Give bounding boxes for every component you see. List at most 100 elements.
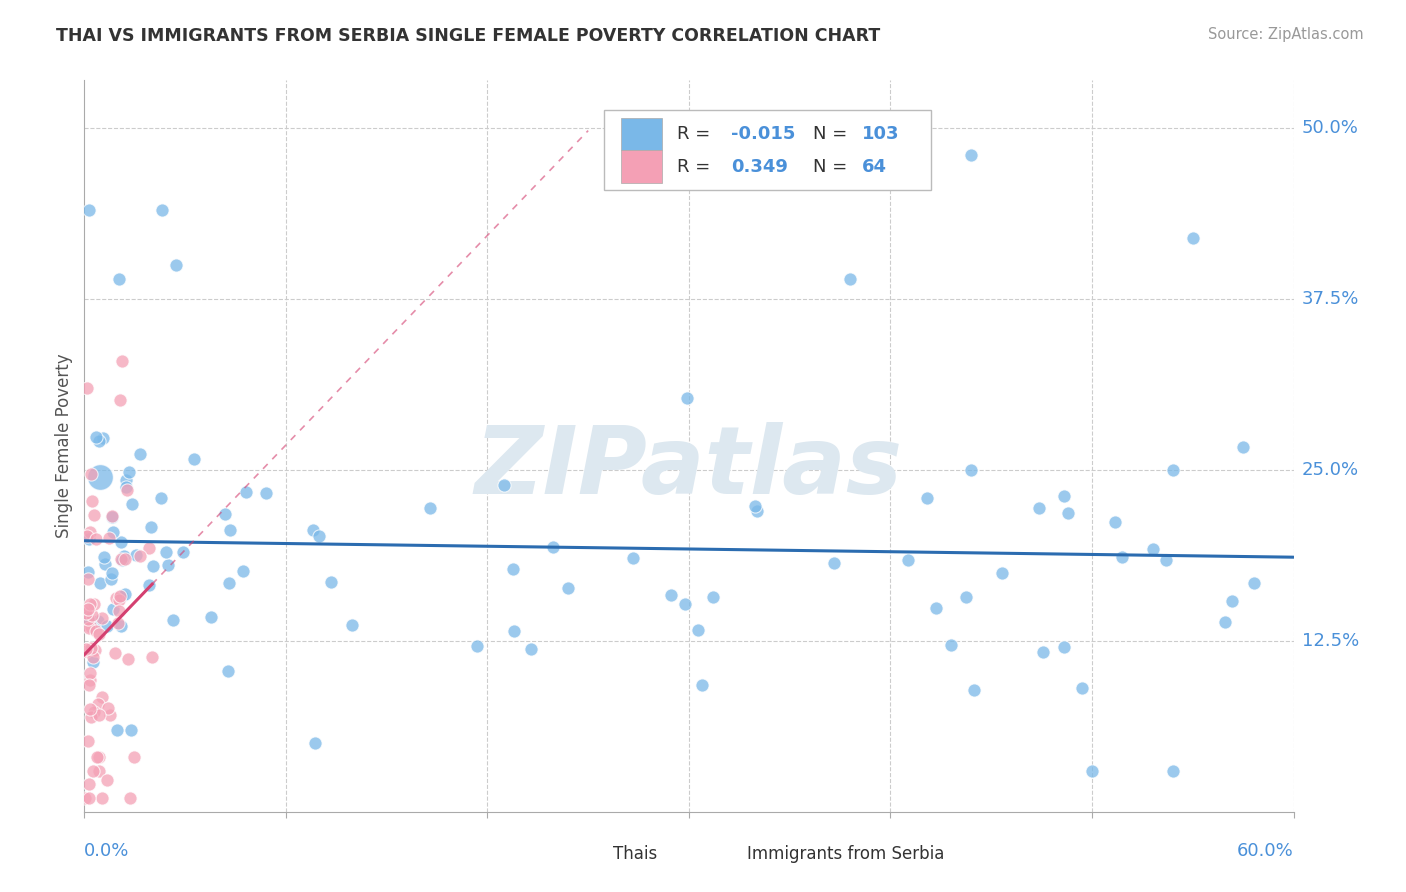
Point: [86, 750, 108, 764]
Point: [75, 606, 97, 620]
Point: [110, 589, 132, 603]
Point: [115, 480, 138, 494]
Point: [254, 485, 277, 500]
Point: [77, 612, 100, 626]
Point: [924, 601, 946, 615]
Point: [117, 652, 139, 666]
Point: [1057, 506, 1080, 520]
Point: [200, 610, 222, 624]
Point: [129, 549, 152, 563]
Point: [101, 509, 124, 524]
Point: [108, 592, 131, 607]
Point: [308, 528, 330, 542]
Point: [91, 610, 114, 624]
Point: [86, 430, 108, 444]
Text: R =: R =: [676, 125, 710, 143]
Point: [302, 523, 325, 537]
Point: [77, 777, 100, 791]
Point: [823, 556, 845, 570]
Point: [110, 619, 132, 633]
Point: [82, 649, 104, 664]
Point: [1232, 440, 1254, 454]
Point: [214, 507, 236, 521]
Point: [960, 148, 983, 162]
Point: [111, 589, 134, 603]
Point: [101, 566, 124, 581]
Text: 0.349: 0.349: [731, 158, 789, 176]
Point: [84, 642, 107, 657]
Point: [75, 791, 97, 805]
Point: [1081, 764, 1104, 778]
Point: [217, 665, 239, 679]
Point: [80, 641, 103, 656]
Point: [107, 616, 129, 631]
Point: [82, 608, 104, 623]
Point: [1028, 501, 1050, 516]
Point: [93, 550, 115, 565]
Point: [419, 500, 441, 515]
Point: [1104, 515, 1126, 529]
Point: [75, 609, 97, 624]
Point: [304, 736, 326, 750]
Point: [80, 467, 103, 482]
Point: [110, 552, 132, 566]
Point: [138, 541, 160, 555]
Text: 0.0%: 0.0%: [84, 842, 129, 860]
FancyBboxPatch shape: [578, 842, 609, 867]
Point: [96, 772, 118, 787]
Point: [150, 203, 173, 218]
Point: [744, 499, 766, 513]
Point: [118, 465, 141, 479]
Point: [83, 706, 105, 720]
Point: [77, 678, 100, 692]
Point: [91, 431, 114, 445]
Point: [745, 504, 768, 518]
Point: [89, 576, 111, 591]
Point: [1156, 552, 1178, 566]
Text: N =: N =: [814, 125, 848, 143]
Point: [128, 447, 150, 461]
Point: [87, 697, 110, 711]
Point: [98, 708, 121, 723]
Point: [125, 548, 148, 562]
Point: [1243, 575, 1265, 590]
Text: -0.015: -0.015: [731, 125, 796, 143]
Y-axis label: Single Female Poverty: Single Female Poverty: [55, 354, 73, 538]
Point: [77, 734, 100, 748]
FancyBboxPatch shape: [621, 151, 662, 183]
Point: [939, 638, 962, 652]
Point: [77, 621, 100, 635]
Point: [340, 618, 363, 632]
Point: [122, 750, 145, 764]
Text: 64: 64: [862, 158, 887, 176]
Point: [84, 532, 107, 546]
Point: [465, 640, 488, 654]
Point: [79, 673, 101, 687]
Point: [172, 545, 194, 559]
FancyBboxPatch shape: [621, 118, 662, 150]
Point: [76, 529, 98, 543]
Point: [110, 392, 132, 407]
Point: [94, 557, 117, 571]
Point: [120, 723, 142, 737]
Point: [87, 707, 110, 722]
Point: [108, 271, 131, 285]
Point: [235, 485, 257, 500]
Point: [915, 491, 938, 505]
Text: 103: 103: [862, 125, 900, 143]
Point: [77, 572, 100, 586]
Point: [141, 650, 163, 665]
Text: THAI VS IMMIGRANTS FROM SERBIA SINGLE FEMALE POVERTY CORRELATION CHART: THAI VS IMMIGRANTS FROM SERBIA SINGLE FE…: [56, 27, 880, 45]
Text: 60.0%: 60.0%: [1237, 842, 1294, 860]
Point: [150, 491, 173, 506]
Point: [621, 550, 644, 565]
Point: [110, 552, 132, 566]
Point: [963, 682, 986, 697]
Point: [111, 353, 134, 368]
Point: [232, 564, 254, 578]
Text: 12.5%: 12.5%: [1302, 632, 1360, 650]
Point: [1181, 230, 1204, 244]
Point: [142, 559, 165, 574]
Point: [541, 540, 564, 554]
Point: [520, 641, 543, 656]
